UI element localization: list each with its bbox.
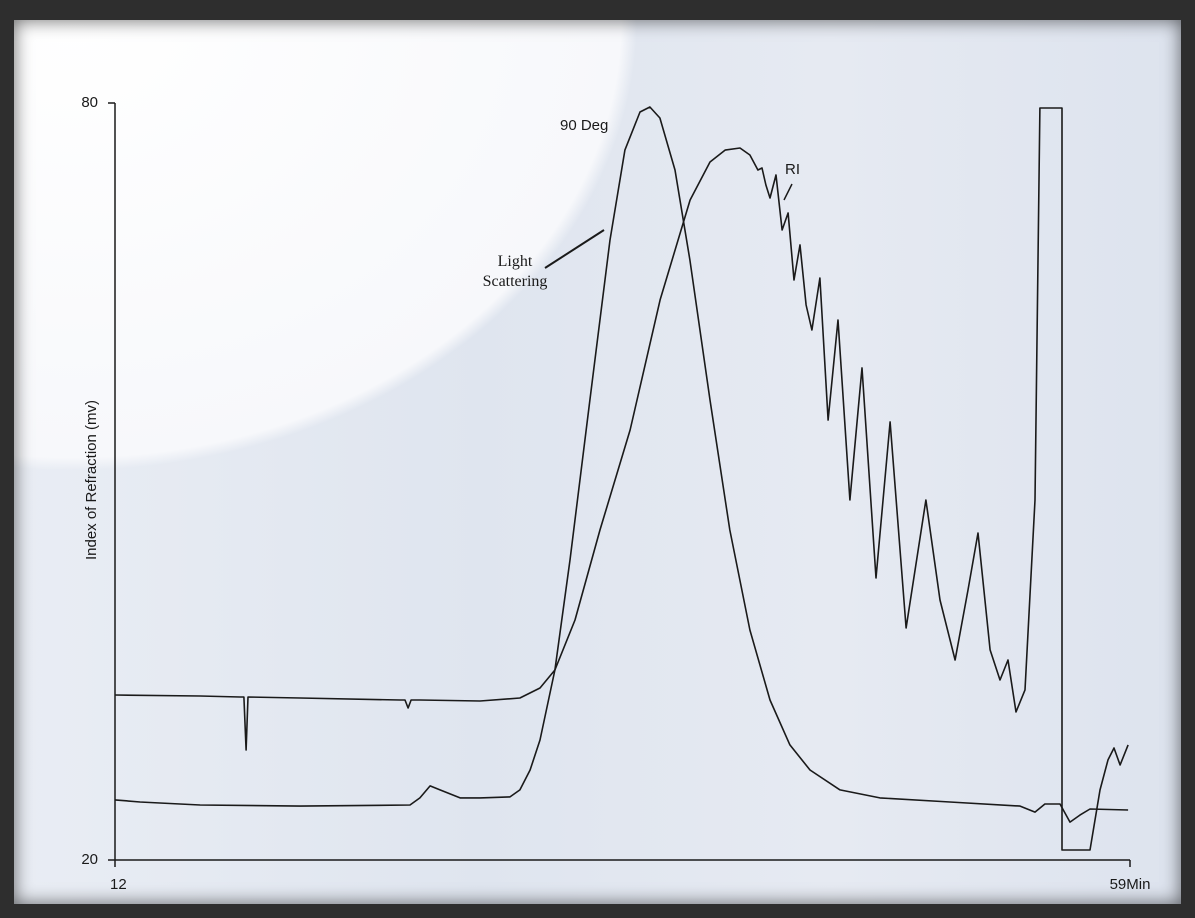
x-tick-label: 59Min xyxy=(1110,876,1151,893)
series-line xyxy=(114,107,1129,851)
leader-line xyxy=(783,183,793,201)
annotation: Light Scattering xyxy=(482,253,548,290)
chart-panel xyxy=(14,20,1181,904)
y-tick-label: 20 xyxy=(81,851,98,868)
x-tick-label: 12 xyxy=(110,876,127,893)
series-line xyxy=(114,106,1129,823)
y-axis-label: Index of Refraction (mv) xyxy=(83,400,100,560)
series-label: 90 Deg xyxy=(560,117,608,134)
leader-line xyxy=(544,229,605,269)
series-label: RI xyxy=(785,161,800,178)
y-tick-label: 80 xyxy=(81,94,98,111)
